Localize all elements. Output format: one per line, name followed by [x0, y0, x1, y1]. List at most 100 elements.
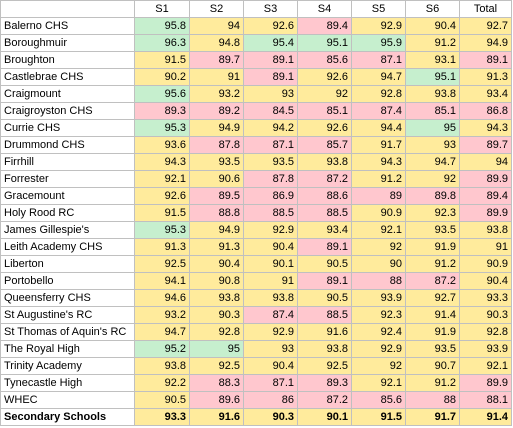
value-cell[interactable]: 95.3: [134, 119, 190, 137]
value-cell[interactable]: 90.9: [351, 204, 406, 222]
value-cell[interactable]: 90.1: [297, 408, 352, 426]
value-cell[interactable]: 95: [189, 340, 244, 358]
value-cell[interactable]: 87.2: [405, 272, 460, 290]
value-cell[interactable]: 90.4: [189, 255, 244, 273]
value-cell[interactable]: 92.9: [351, 17, 406, 35]
value-cell[interactable]: 94.3: [134, 153, 190, 171]
value-cell[interactable]: 90.3: [189, 306, 244, 324]
value-cell[interactable]: 92.1: [134, 170, 190, 188]
value-cell[interactable]: 96.3: [134, 34, 190, 52]
column-header-s6[interactable]: S6: [405, 0, 460, 18]
value-cell[interactable]: 85.6: [297, 51, 352, 69]
value-cell[interactable]: 92: [351, 238, 406, 256]
value-cell[interactable]: 89.4: [459, 187, 512, 205]
school-name-cell[interactable]: Holy Rood RC: [0, 204, 135, 222]
value-cell[interactable]: 93.5: [405, 340, 460, 358]
value-cell[interactable]: 91.7: [405, 408, 460, 426]
value-cell[interactable]: 93: [243, 340, 298, 358]
value-cell[interactable]: 94.1: [134, 272, 190, 290]
value-cell[interactable]: 93.1: [405, 51, 460, 69]
value-cell[interactable]: 93.8: [243, 289, 298, 307]
value-cell[interactable]: 92.9: [243, 323, 298, 341]
school-name-cell[interactable]: Tynecastle High: [0, 374, 135, 392]
value-cell[interactable]: 91.2: [405, 374, 460, 392]
value-cell[interactable]: 92: [297, 85, 352, 103]
value-cell[interactable]: 93: [243, 85, 298, 103]
school-name-cell[interactable]: The Royal High: [0, 340, 135, 358]
school-name-cell[interactable]: Gracemount: [0, 187, 135, 205]
school-name-cell[interactable]: St Augustine's RC: [0, 306, 135, 324]
value-cell[interactable]: 90.7: [405, 357, 460, 375]
value-cell[interactable]: 94: [459, 153, 512, 171]
value-cell[interactable]: 95.8: [134, 17, 190, 35]
value-cell[interactable]: 94.9: [459, 34, 512, 52]
value-cell[interactable]: 94.3: [351, 153, 406, 171]
value-cell[interactable]: 91.7: [351, 136, 406, 154]
school-name-cell[interactable]: Currie CHS: [0, 119, 135, 137]
value-cell[interactable]: 90.8: [189, 272, 244, 290]
value-cell[interactable]: 91.6: [297, 323, 352, 341]
school-name-cell[interactable]: Portobello: [0, 272, 135, 290]
value-cell[interactable]: 93.5: [405, 221, 460, 239]
value-cell[interactable]: 90.5: [134, 391, 190, 409]
value-cell[interactable]: 94.4: [351, 119, 406, 137]
value-cell[interactable]: 89.2: [189, 102, 244, 120]
school-name-cell[interactable]: Castlebrae CHS: [0, 68, 135, 86]
value-cell[interactable]: 87.4: [243, 306, 298, 324]
value-cell[interactable]: 87.2: [297, 391, 352, 409]
value-cell[interactable]: 88.8: [189, 204, 244, 222]
school-name-cell[interactable]: Craigmount: [0, 85, 135, 103]
value-cell[interactable]: 89.1: [297, 238, 352, 256]
value-cell[interactable]: 90: [351, 255, 406, 273]
value-cell[interactable]: 92.2: [134, 374, 190, 392]
value-cell[interactable]: 93.4: [297, 221, 352, 239]
value-cell[interactable]: 94.9: [189, 221, 244, 239]
value-cell[interactable]: 91.5: [134, 204, 190, 222]
value-cell[interactable]: 89.4: [297, 17, 352, 35]
value-cell[interactable]: 95.1: [405, 68, 460, 86]
column-header-s2[interactable]: S2: [189, 0, 244, 18]
value-cell[interactable]: 91.2: [351, 170, 406, 188]
value-cell[interactable]: 87.8: [189, 136, 244, 154]
value-cell[interactable]: 85.1: [297, 102, 352, 120]
value-cell[interactable]: 94: [189, 17, 244, 35]
value-cell[interactable]: 92.6: [297, 68, 352, 86]
value-cell[interactable]: 88.3: [189, 374, 244, 392]
value-cell[interactable]: 85.6: [351, 391, 406, 409]
value-cell[interactable]: 92.9: [243, 221, 298, 239]
value-cell[interactable]: 89.5: [189, 187, 244, 205]
school-name-cell[interactable]: Secondary Schools: [0, 408, 135, 426]
value-cell[interactable]: 93.8: [297, 340, 352, 358]
value-cell[interactable]: 94.7: [351, 68, 406, 86]
value-cell[interactable]: 89.8: [405, 187, 460, 205]
value-cell[interactable]: 87.1: [351, 51, 406, 69]
corner-cell[interactable]: [0, 0, 135, 18]
value-cell[interactable]: 93.8: [459, 221, 512, 239]
value-cell[interactable]: 93: [405, 136, 460, 154]
value-cell[interactable]: 89.1: [243, 68, 298, 86]
column-header-s1[interactable]: S1: [134, 0, 190, 18]
value-cell[interactable]: 85.7: [297, 136, 352, 154]
value-cell[interactable]: 92.6: [134, 187, 190, 205]
value-cell[interactable]: 91.3: [459, 68, 512, 86]
value-cell[interactable]: 92.6: [243, 17, 298, 35]
value-cell[interactable]: 92.5: [134, 255, 190, 273]
value-cell[interactable]: 90.9: [459, 255, 512, 273]
value-cell[interactable]: 93.5: [243, 153, 298, 171]
school-name-cell[interactable]: Trinity Academy: [0, 357, 135, 375]
school-name-cell[interactable]: Boroughmuir: [0, 34, 135, 52]
value-cell[interactable]: 93.4: [459, 85, 512, 103]
value-cell[interactable]: 90.4: [405, 17, 460, 35]
value-cell[interactable]: 89.7: [189, 51, 244, 69]
value-cell[interactable]: 92.4: [351, 323, 406, 341]
value-cell[interactable]: 91: [243, 272, 298, 290]
value-cell[interactable]: 91.2: [405, 255, 460, 273]
value-cell[interactable]: 93.2: [134, 306, 190, 324]
school-name-cell[interactable]: Queensferry CHS: [0, 289, 135, 307]
value-cell[interactable]: 93.9: [351, 289, 406, 307]
value-cell[interactable]: 89.9: [459, 170, 512, 188]
value-cell[interactable]: 89.3: [134, 102, 190, 120]
value-cell[interactable]: 88.5: [297, 204, 352, 222]
school-name-cell[interactable]: Drummond CHS: [0, 136, 135, 154]
value-cell[interactable]: 89.1: [459, 51, 512, 69]
